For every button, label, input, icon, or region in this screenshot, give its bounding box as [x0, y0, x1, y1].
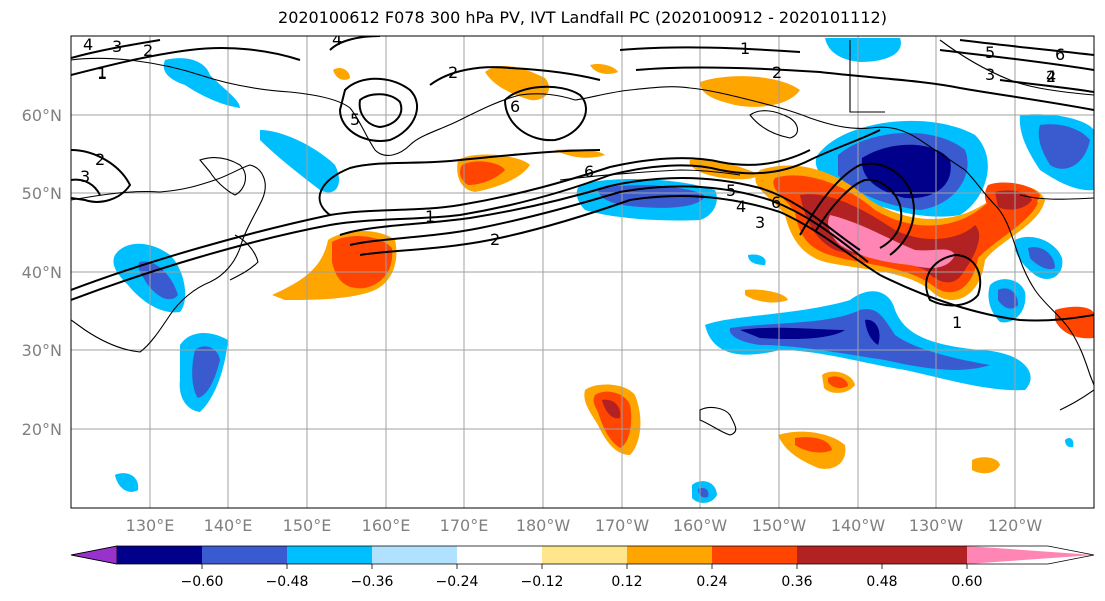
colorbar-segment — [117, 546, 202, 564]
coastlines — [71, 39, 1094, 436]
colorbar-tick-label: −0.60 — [181, 574, 224, 590]
lon-tick-label: 130°W — [909, 516, 964, 535]
lat-tick-label: 50°N — [22, 184, 62, 203]
lon-tick-label: 170°W — [595, 516, 650, 535]
map-frame — [70, 35, 1095, 509]
colorbar-segment — [457, 546, 542, 564]
colorbar-tick-label: 0.36 — [781, 574, 812, 590]
contour-label: 4 — [736, 197, 746, 216]
map-content: 4 3 2 1 2 4 5 6 2 3 1 1 2 5 3 4 6 6 1 2 … — [71, 30, 1094, 508]
colorbar-segment — [372, 546, 457, 564]
colorbar: −0.60 −0.48 −0.36 −0.24 −0.12 0.12 0.24 … — [70, 545, 1095, 590]
lon-tick-label: 180°W — [516, 516, 571, 535]
contour-label: 6 — [584, 162, 594, 181]
contour-label: 2 — [772, 63, 782, 82]
lat-tick-label: 20°N — [22, 420, 62, 439]
contour-label: 3 — [80, 167, 90, 186]
colorbar-tick-label: −0.12 — [521, 574, 564, 590]
contour-label: 6 — [1055, 45, 1065, 64]
colorbar-segment — [287, 546, 372, 564]
colorbar-tick-label: 0.24 — [696, 574, 727, 590]
lon-tick-label: 160°E — [362, 516, 411, 535]
colorbar-segment — [712, 546, 797, 564]
contour-label: 1 — [425, 207, 435, 226]
contour-label: 2 — [1046, 67, 1056, 86]
contour-label: 2 — [95, 150, 105, 169]
colorbar-segment — [202, 546, 287, 564]
contour-label: 3 — [112, 37, 122, 56]
colorbar-tick-label: −0.48 — [266, 574, 309, 590]
contour-label: 6 — [510, 97, 520, 116]
colorbar-segment — [627, 546, 712, 564]
lon-tick-label: 120°W — [988, 516, 1043, 535]
colorbar-tick-label: 0.12 — [611, 574, 642, 590]
contour-label: 3 — [985, 65, 995, 84]
pv-contours — [71, 36, 1094, 322]
lon-tick-label: 170°E — [440, 516, 489, 535]
colorbar-tick-label: −0.24 — [436, 574, 479, 590]
colorbar-tick-label: 0.60 — [951, 574, 982, 590]
colorbar-extend-high — [967, 546, 1094, 564]
contour-label: 1 — [97, 63, 107, 82]
contour-label: 2 — [143, 41, 153, 60]
contour-label: 6 — [771, 193, 781, 212]
contour-label: 2 — [448, 63, 458, 82]
contour-label: 3 — [755, 213, 765, 232]
lat-axis: 60°N 50°N 40°N 30°N 20°N — [22, 106, 62, 439]
contour-label-group: 4 3 2 1 2 4 5 6 2 3 1 1 2 5 3 4 6 6 1 2 … — [80, 30, 1065, 332]
contour-label: 5 — [350, 110, 360, 129]
contour-label: 4 — [332, 30, 342, 49]
lat-tick-label: 40°N — [22, 263, 62, 282]
lon-tick-label: 140°E — [204, 516, 253, 535]
colorbar-segment — [542, 546, 627, 564]
colorbar-tick-label: 0.48 — [866, 574, 897, 590]
lon-axis: 130°E 140°E 150°E 160°E 170°E 180°W 170°… — [126, 516, 1043, 535]
lon-tick-label: 150°E — [283, 516, 332, 535]
lon-tick-label: 160°W — [673, 516, 728, 535]
contour-label: 5 — [985, 43, 995, 62]
contour-label: 1 — [740, 39, 750, 58]
lon-tick-label: 130°E — [126, 516, 175, 535]
contour-label: 4 — [83, 35, 93, 54]
contour-label: 1 — [952, 313, 962, 332]
colorbar-tick-label: −0.36 — [351, 574, 394, 590]
contour-label: 2 — [490, 230, 500, 249]
lon-tick-label: 140°W — [831, 516, 886, 535]
shaded-fields — [113, 38, 1094, 503]
contour-label: 5 — [726, 181, 736, 200]
lon-tick-label: 150°W — [752, 516, 807, 535]
lat-tick-label: 30°N — [22, 341, 62, 360]
colorbar-segment — [797, 546, 882, 564]
contour-label: 4 — [1046, 67, 1056, 86]
colorbar-segment — [882, 546, 967, 564]
contour-label: 1 — [97, 64, 107, 83]
lat-tick-label: 60°N — [22, 106, 62, 125]
figure-title: 2020100612 F078 300 hPa PV, IVT Landfall… — [278, 8, 887, 27]
colorbar-extend-low — [70, 545, 118, 565]
